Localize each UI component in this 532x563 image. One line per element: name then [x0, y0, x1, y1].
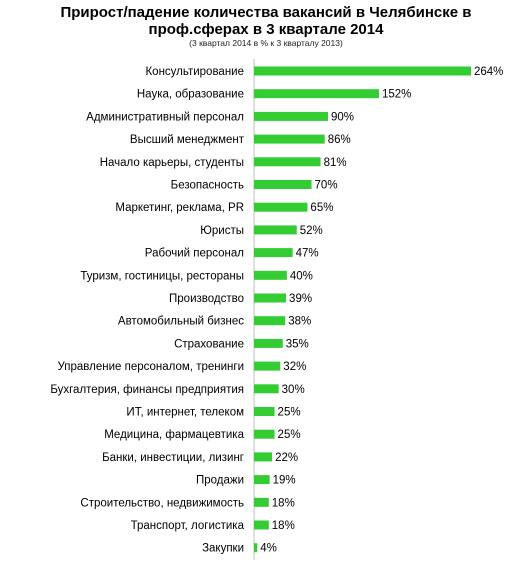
chart-title-line-2: проф.сферах в 3 квартале 2014	[148, 21, 384, 38]
category-label: Транспорт, логистика	[131, 520, 245, 532]
data-label: 4%	[260, 543, 277, 555]
category-label: Наука, образование	[137, 89, 244, 101]
bar	[254, 225, 297, 235]
data-label: 18%	[272, 497, 295, 509]
bar	[254, 384, 279, 394]
bar	[254, 543, 258, 553]
category-label: Строительство, недвижимость	[80, 497, 244, 509]
category-label: Туризм, гостиницы, рестораны	[80, 270, 244, 282]
bar	[254, 202, 308, 212]
chart-title-line-1: Прирост/падение количества вакансий в Че…	[60, 4, 472, 21]
bar	[254, 248, 293, 258]
data-label: 38%	[288, 316, 311, 328]
bar	[254, 407, 275, 416]
category-label: Медицина, фармацевтика	[104, 429, 244, 441]
bar	[254, 157, 321, 167]
category-label: Производство	[169, 293, 244, 305]
bar	[254, 475, 270, 485]
data-label: 25%	[278, 429, 301, 441]
category-label: Маркетинг, реклама, PR	[115, 202, 244, 214]
data-label: 152%	[382, 89, 411, 101]
data-label: 22%	[275, 452, 298, 464]
bar	[254, 497, 269, 507]
category-label: Высший менеджмент	[130, 134, 245, 146]
data-label: 81%	[324, 157, 347, 169]
data-label: 32%	[283, 361, 306, 373]
category-label: Продажи	[196, 475, 244, 487]
data-label: 65%	[310, 202, 333, 214]
category-label: Юристы	[200, 225, 244, 237]
data-label: 264%	[474, 66, 503, 78]
data-label: 35%	[286, 338, 309, 350]
data-label: 30%	[282, 384, 305, 396]
data-label: 25%	[278, 407, 301, 419]
data-label: 19%	[273, 475, 296, 487]
bar	[254, 338, 283, 348]
category-label: Административный персонал	[86, 111, 244, 123]
bar	[254, 89, 379, 99]
category-label: Страхование	[174, 338, 244, 350]
data-label: 18%	[272, 520, 295, 532]
bar	[254, 180, 312, 189]
chart-title: Прирост/падение количества вакансий в Че…	[0, 4, 532, 38]
bar	[254, 429, 275, 439]
data-label: 39%	[289, 293, 312, 305]
category-label: Консультирование	[145, 66, 244, 78]
bar	[254, 361, 281, 371]
category-label: Закупки	[202, 543, 244, 555]
category-label: Управление персоналом, тренинги	[58, 361, 245, 373]
bar	[254, 270, 287, 280]
category-label: Бухгалтерия, финансы предприятия	[50, 384, 244, 396]
category-label: Безопасность	[171, 180, 244, 192]
category-label: Банки, инвестиции, лизинг	[102, 452, 244, 464]
bar	[254, 316, 286, 326]
bar	[254, 452, 273, 462]
bar	[254, 520, 269, 530]
bar	[254, 66, 471, 76]
category-label: ИТ, интернет, телеком	[126, 407, 244, 419]
category-label: Рабочий персонал	[145, 248, 244, 260]
data-label: 86%	[328, 134, 351, 146]
data-label: 47%	[296, 248, 319, 260]
bar	[254, 134, 325, 144]
data-label: 90%	[331, 111, 354, 123]
chart-subtitle: (3 квартал 2014 в % к 3 кварталу 2013)	[189, 38, 343, 48]
bar	[254, 111, 328, 121]
category-label: Автомобильный бизнес	[118, 316, 244, 328]
data-label: 40%	[290, 270, 313, 282]
category-label: Начало карьеры, студенты	[100, 157, 244, 169]
data-label: 52%	[300, 225, 323, 237]
data-label: 70%	[315, 180, 338, 192]
bar	[254, 293, 287, 303]
